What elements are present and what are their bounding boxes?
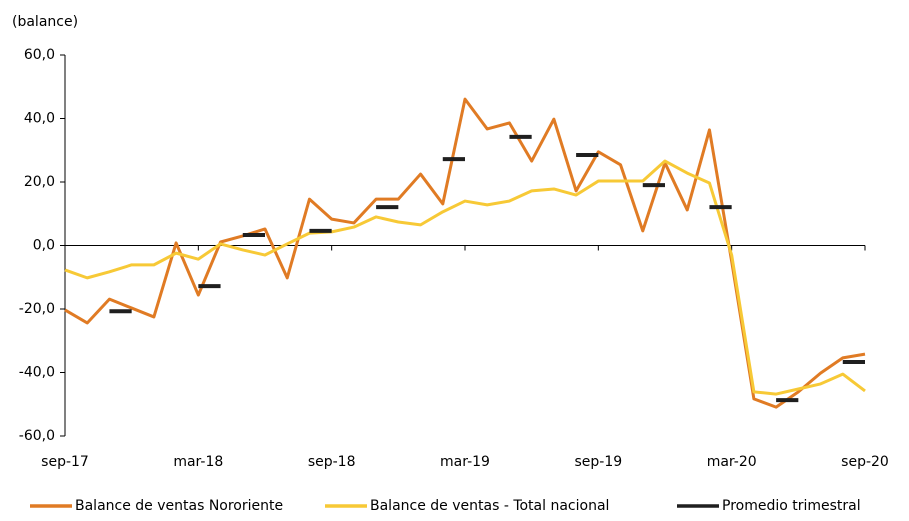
y-tick-label: -20,0 — [19, 301, 55, 317]
y-tick-label: 20,0 — [24, 174, 55, 190]
x-tick-label: mar-18 — [173, 454, 223, 470]
x-tick-label: sep-17 — [41, 454, 89, 470]
y-tick-label: 40,0 — [24, 111, 55, 127]
legend-label: Balance de ventas - Total nacional — [370, 498, 609, 514]
y-tick-label: 0,0 — [33, 238, 55, 254]
y-tick-label: -40,0 — [19, 365, 55, 381]
x-tick-label: mar-20 — [707, 454, 757, 470]
y-tick-label: 60,0 — [24, 47, 55, 63]
x-tick-label: sep-20 — [841, 454, 889, 470]
x-tick-label: sep-18 — [308, 454, 356, 470]
y-axis-label: (balance) — [12, 14, 78, 30]
x-tick-label: sep-19 — [574, 454, 622, 470]
series-line — [64, 159, 866, 396]
legend-label: Promedio trimestral — [722, 498, 861, 514]
y-tick-label: -60,0 — [19, 428, 55, 444]
x-tick-label: mar-19 — [440, 454, 490, 470]
legend-label: Balance de ventas Nororiente — [75, 498, 283, 514]
series-line — [64, 97, 866, 409]
